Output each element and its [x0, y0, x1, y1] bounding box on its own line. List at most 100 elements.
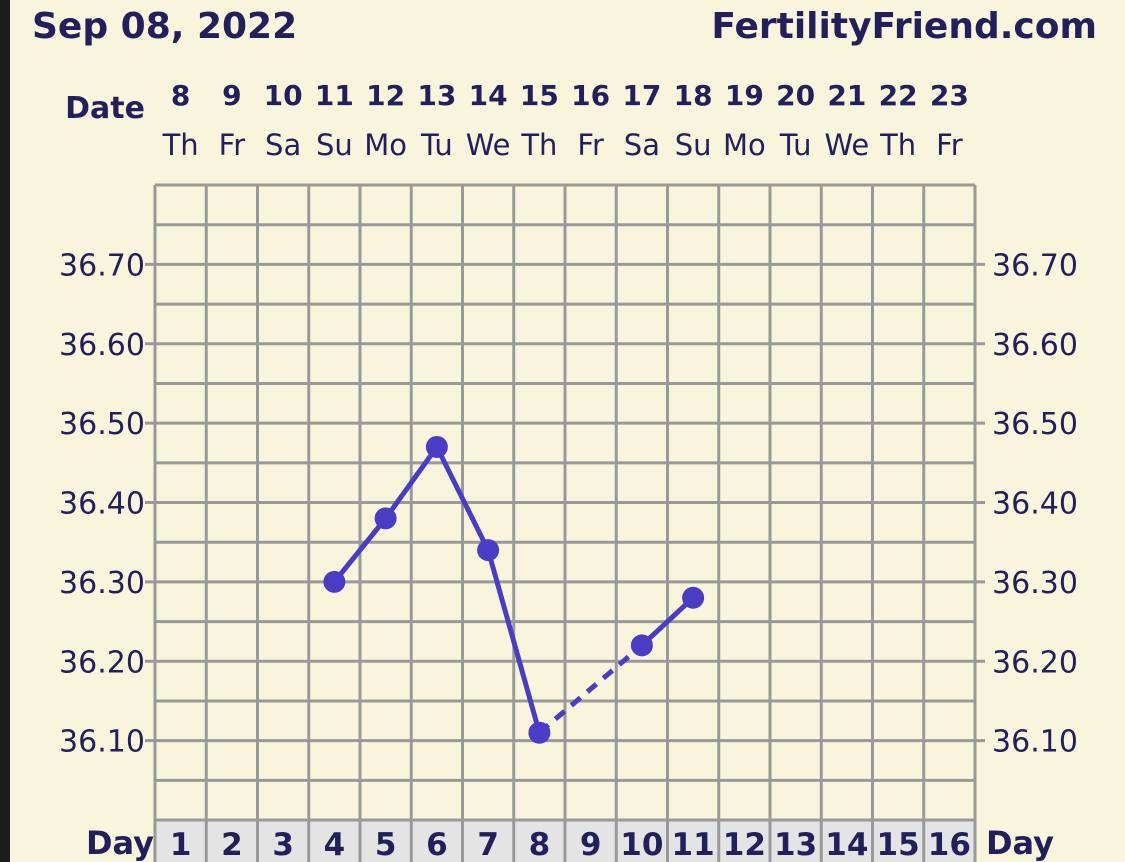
series — [323, 435, 705, 744]
weekday-tick-label: Tu — [420, 128, 453, 162]
day-cell — [257, 820, 309, 862]
date-tick-label: 19 — [725, 79, 764, 112]
day-cell — [667, 820, 719, 862]
date-tick-label: 17 — [622, 79, 661, 112]
day-cell — [616, 820, 668, 862]
series-segment — [383, 445, 439, 520]
day-tick-label: 14 — [825, 827, 868, 862]
day-tick-label: 4 — [324, 827, 346, 862]
day-tick-label: 2 — [221, 827, 243, 862]
y-tick-label-right: 36.40 — [992, 487, 1078, 522]
day-cell — [821, 820, 873, 862]
data-point — [630, 634, 653, 657]
day-cell — [308, 820, 360, 862]
series-segment — [434, 445, 491, 552]
date-tick-label: 8 — [171, 79, 190, 112]
chart-background — [10, 0, 1125, 862]
date-tick-label: 22 — [879, 79, 918, 112]
series-segment — [640, 595, 695, 648]
day-cell — [872, 820, 924, 862]
date-tick-label: 23 — [930, 79, 969, 112]
date-tick-label: 12 — [366, 79, 405, 112]
y-tick-label-right: 36.70 — [992, 248, 1078, 283]
day-cell — [718, 820, 770, 862]
day-cell — [565, 820, 617, 862]
weekday-tick-label: Th — [520, 128, 557, 162]
day-tick-label: 16 — [928, 827, 971, 862]
y-tick-label-right: 36.50 — [992, 407, 1078, 442]
y-tick-label-left: 36.20 — [59, 645, 145, 680]
weekday-tick-label: Fr — [936, 128, 963, 162]
date-tick-label: 18 — [674, 79, 713, 112]
day-cell — [206, 820, 258, 862]
day-tick-label: 12 — [723, 827, 766, 862]
day-tick-label: 10 — [620, 827, 663, 862]
data-point — [425, 435, 448, 458]
y-tick-label-left: 36.50 — [59, 407, 145, 442]
weekday-tick-label: Mo — [723, 128, 766, 162]
date-tick-label: 13 — [417, 79, 456, 112]
y-tick-label-left: 36.60 — [59, 328, 145, 363]
chart-date: Sep 08, 2022 — [32, 6, 298, 47]
day-tick-label: 5 — [375, 827, 397, 862]
y-tick-label-right: 36.60 — [992, 328, 1078, 363]
date-tick-label: 16 — [571, 79, 610, 112]
weekday-tick-label: Su — [675, 128, 712, 162]
series-segment-dashed — [537, 643, 644, 735]
weekday-tick-label: Sa — [624, 128, 660, 162]
day-tick-label: 3 — [272, 827, 294, 862]
day-tick-label: 7 — [477, 827, 499, 862]
date-tick-label: 11 — [315, 79, 354, 112]
data-point — [374, 507, 397, 530]
series-segment — [332, 516, 388, 584]
weekday-tick-label: We — [824, 128, 869, 162]
y-tick-label-right: 36.20 — [992, 645, 1078, 680]
date-tick-label: 20 — [776, 79, 815, 112]
axis-labels: 36.10 36.10 36.20 36.20 36.30 36.30 36.40 36.40… — [59, 79, 1078, 862]
day-cell — [513, 820, 565, 862]
day-tick-label: 8 — [529, 827, 551, 862]
day-tick-label: 9 — [580, 827, 602, 862]
temperature-chart: 36.10 36.10 36.20 36.20 36.30 36.30 36.40 36.40… — [10, 0, 1125, 862]
data-point — [528, 721, 551, 744]
date-label: Date — [65, 91, 145, 126]
weekday-tick-label: Sa — [265, 128, 301, 162]
day-cell — [770, 820, 822, 862]
day-label-right: Day — [986, 824, 1054, 862]
site-name: FertilityFriend.com — [711, 6, 1097, 47]
date-tick-label: 14 — [469, 79, 508, 112]
day-tick-label: 1 — [170, 827, 192, 862]
day-cell — [411, 820, 463, 862]
day-cell — [923, 820, 975, 862]
y-tick-label-left: 36.10 — [59, 725, 145, 760]
weekday-tick-label: Su — [316, 128, 353, 162]
weekday-tick-label: Th — [162, 128, 199, 162]
weekday-tick-label: Th — [879, 128, 916, 162]
data-point — [682, 586, 705, 609]
day-tick-label: 11 — [672, 827, 715, 862]
day-label-left: Day — [86, 824, 154, 862]
weekday-tick-label: We — [466, 128, 511, 162]
weekday-tick-label: Tu — [779, 128, 812, 162]
grid — [145, 183, 985, 862]
day-cell — [462, 820, 514, 862]
y-tick-label-left: 36.40 — [59, 487, 145, 522]
data-point — [477, 539, 500, 562]
y-tick-label-left: 36.30 — [59, 566, 145, 601]
day-tick-label: 15 — [877, 827, 920, 862]
y-tick-label-left: 36.70 — [59, 248, 145, 283]
day-cell — [155, 820, 207, 862]
date-tick-label: 21 — [827, 79, 866, 112]
series-segment — [485, 549, 542, 734]
day-cell — [360, 820, 412, 862]
day-tick-label: 6 — [426, 827, 448, 862]
data-point — [323, 570, 346, 593]
weekday-tick-label: Mo — [364, 128, 407, 162]
y-tick-label-right: 36.10 — [992, 725, 1078, 760]
weekday-tick-label: Fr — [219, 128, 246, 162]
day-tick-label: 13 — [774, 827, 817, 862]
date-tick-label: 9 — [222, 79, 241, 112]
y-tick-label-right: 36.30 — [992, 566, 1078, 601]
date-tick-label: 15 — [520, 79, 559, 112]
weekday-tick-label: Fr — [577, 128, 604, 162]
